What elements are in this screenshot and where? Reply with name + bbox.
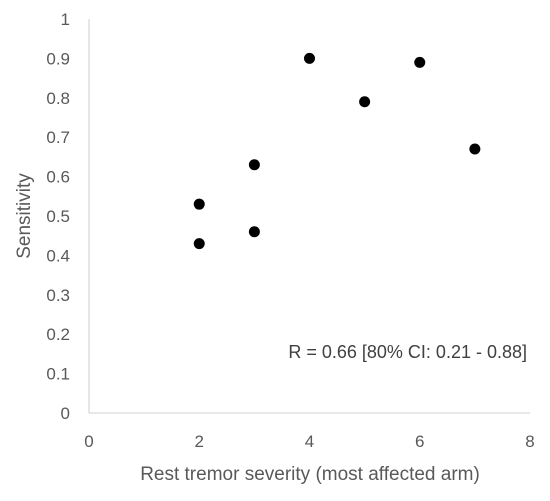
data-points — [193, 52, 481, 250]
x-tick-labels: 0 2 4 6 8 — [84, 432, 534, 451]
y-tick-label: 1 — [61, 10, 70, 29]
data-point — [359, 96, 371, 108]
x-axis-title: Rest tremor severity (most affected arm) — [140, 464, 480, 485]
x-tick-label: 4 — [305, 432, 314, 451]
data-point — [193, 198, 205, 210]
data-point — [469, 143, 481, 155]
correlation-annotation: R = 0.66 [80% CI: 0.21 - 0.88] — [288, 342, 527, 362]
y-tick-labels: 0 0.1 0.2 0.3 0.4 0.5 0.6 0.7 0.8 0.9 1 — [46, 10, 70, 423]
x-tick-label: 6 — [415, 432, 424, 451]
data-point — [248, 226, 260, 238]
y-tick-label: 0.1 — [46, 365, 70, 384]
y-tick-label: 0.7 — [46, 128, 70, 147]
y-tick-label: 0.5 — [46, 207, 70, 226]
y-tick-label: 0.6 — [46, 168, 70, 187]
y-tick-label: 0.4 — [46, 246, 70, 265]
data-point — [193, 238, 205, 250]
data-point — [304, 52, 315, 64]
x-tick-label: 0 — [84, 432, 93, 451]
y-tick-label: 0 — [61, 404, 70, 423]
y-tick-label: 0.9 — [46, 49, 70, 68]
x-tick-label: 8 — [525, 432, 534, 451]
y-tick-label: 0.3 — [46, 286, 70, 305]
x-tick-label: 2 — [195, 432, 204, 451]
data-point — [414, 56, 426, 68]
axes — [88, 19, 530, 414]
y-axis-title: Sensitivity — [14, 173, 35, 259]
data-point — [248, 159, 260, 171]
y-tick-label: 0.2 — [46, 325, 70, 344]
y-tick-label: 0.8 — [46, 89, 70, 108]
